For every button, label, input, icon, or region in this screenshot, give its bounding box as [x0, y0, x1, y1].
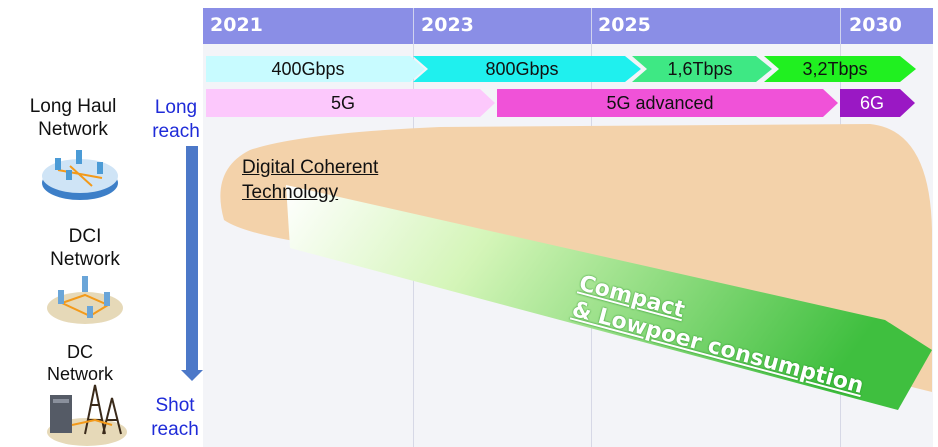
capacity-arrow-400g [206, 56, 425, 82]
dc-network-label: DC Network [46, 342, 113, 384]
year-divider [413, 8, 414, 44]
year-label-2021: 2021 [210, 14, 263, 36]
reach-arrow-shaft [186, 146, 198, 372]
dc-network-icon [47, 384, 127, 446]
mobile-label-5g-advanced: 5G advanced [606, 93, 713, 113]
capacity-label-400g: 400Gbps [271, 59, 344, 79]
year-label-2023: 2023 [421, 14, 474, 36]
long-haul-network-label: Long Haul Network [29, 96, 117, 140]
dci-network-label: DCI Network [50, 226, 120, 270]
mobile-row: 5G 5G advanced 6G [206, 89, 915, 117]
long-reach-label: Long reach [152, 97, 200, 142]
reach-arrow-head [181, 370, 203, 381]
year-divider [840, 8, 841, 44]
capacity-arrow-1-6t [632, 56, 772, 82]
capacity-label-800g: 800Gbps [485, 59, 558, 79]
digital-coherent-technology-label: Digital Coherent Technology [242, 157, 379, 203]
capacity-arrow-800g [413, 56, 641, 82]
year-label-2025: 2025 [598, 14, 651, 36]
mobile-arrow-6g [840, 89, 915, 117]
compact-low-power-arrow [286, 185, 932, 410]
mobile-label-5g: 5G [331, 93, 355, 113]
capacity-label-1-6t: 1,6Tbps [667, 59, 732, 79]
mobile-arrow-5g-advanced [497, 89, 838, 117]
short-reach-label: Shot reach [151, 395, 199, 440]
year-header-bar [203, 8, 933, 44]
capacity-row: 400Gbps 800Gbps 1,6Tbps 3,2Tbps [206, 56, 916, 82]
dci-network-icon [47, 276, 123, 324]
mobile-label-6g: 6G [860, 93, 884, 113]
capacity-label-3-2t: 3,2Tbps [802, 59, 867, 79]
capacity-arrow-3-2t [764, 56, 916, 82]
year-label-2030: 2030 [849, 14, 902, 36]
year-divider [591, 8, 592, 44]
mobile-arrow-5g [206, 89, 495, 117]
long-haul-network-icon [42, 150, 118, 200]
